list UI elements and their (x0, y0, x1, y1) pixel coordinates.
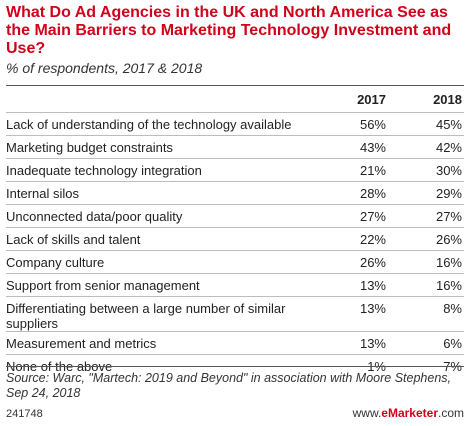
value-2018: 30% (435, 163, 462, 178)
column-header-2018: 2018 (433, 92, 462, 107)
header-divider (6, 85, 464, 86)
brand-name: eMarketer (381, 406, 438, 420)
value-2017: 28% (359, 186, 386, 201)
row-label: Lack of understanding of the technology … (6, 117, 292, 132)
value-2017: 13% (359, 336, 386, 351)
row-label: Marketing budget constraints (6, 140, 173, 155)
value-2018: 16% (435, 255, 462, 270)
table-row: Lack of skills and talent 22% 26% (6, 227, 464, 250)
value-2017: 13% (359, 278, 386, 293)
footer-divider (6, 366, 464, 367)
source-note: Source: Warc, "Martech: 2019 and Beyond"… (6, 371, 451, 400)
value-2017: 22% (359, 232, 386, 247)
chart-id: 241748 (6, 408, 43, 420)
table-row: Unconnected data/poor quality 27% 27% (6, 204, 464, 227)
row-label: Company culture (6, 255, 105, 270)
value-2017: 21% (359, 163, 386, 178)
row-label: Measurement and metrics (6, 336, 157, 351)
brand-logo: www.eMarketer.com (353, 406, 464, 420)
value-2018: 16% (435, 278, 462, 293)
value-2017: 43% (359, 140, 386, 155)
value-2018: 42% (435, 140, 462, 155)
table-row: Support from senior management 13% 16% (6, 273, 464, 296)
value-2017: 26% (359, 255, 386, 270)
brand-prefix: www. (352, 406, 382, 420)
value-2018: 26% (435, 232, 462, 247)
value-2017: 56% (359, 117, 386, 132)
row-label: Internal silos (6, 186, 79, 201)
brand-suffix: .com (437, 406, 464, 420)
table-body: Lack of understanding of the technology … (6, 112, 464, 377)
table-row: Marketing budget constraints 43% 42% (6, 135, 464, 158)
column-header-2017: 2017 (357, 92, 386, 107)
row-label: Lack of skills and talent (6, 232, 141, 247)
table-row: Differentiating between a large number o… (6, 296, 464, 331)
table-row: Measurement and metrics 13% 6% (6, 331, 464, 354)
table-row: Inadequate technology integration 21% 30% (6, 158, 464, 181)
row-label: Unconnected data/poor quality (6, 209, 183, 224)
value-2017: 13% (359, 301, 386, 316)
value-2018: 29% (435, 186, 462, 201)
chart-title: What Do Ad Agencies in the UK and North … (6, 4, 452, 57)
row-label: Inadequate technology integration (6, 163, 202, 178)
table-row: Company culture 26% 16% (6, 250, 464, 273)
table-row: Internal silos 28% 29% (6, 181, 464, 204)
row-label: Differentiating between a large number o… (6, 301, 286, 331)
value-2018: 8% (443, 301, 462, 316)
value-2018: 6% (443, 336, 462, 351)
chart-subtitle: % of respondents, 2017 & 2018 (6, 60, 203, 76)
value-2018: 27% (435, 209, 462, 224)
row-label: Support from senior management (6, 278, 200, 293)
value-2018: 45% (435, 117, 462, 132)
value-2017: 27% (359, 209, 386, 224)
table-row: Lack of understanding of the technology … (6, 112, 464, 135)
